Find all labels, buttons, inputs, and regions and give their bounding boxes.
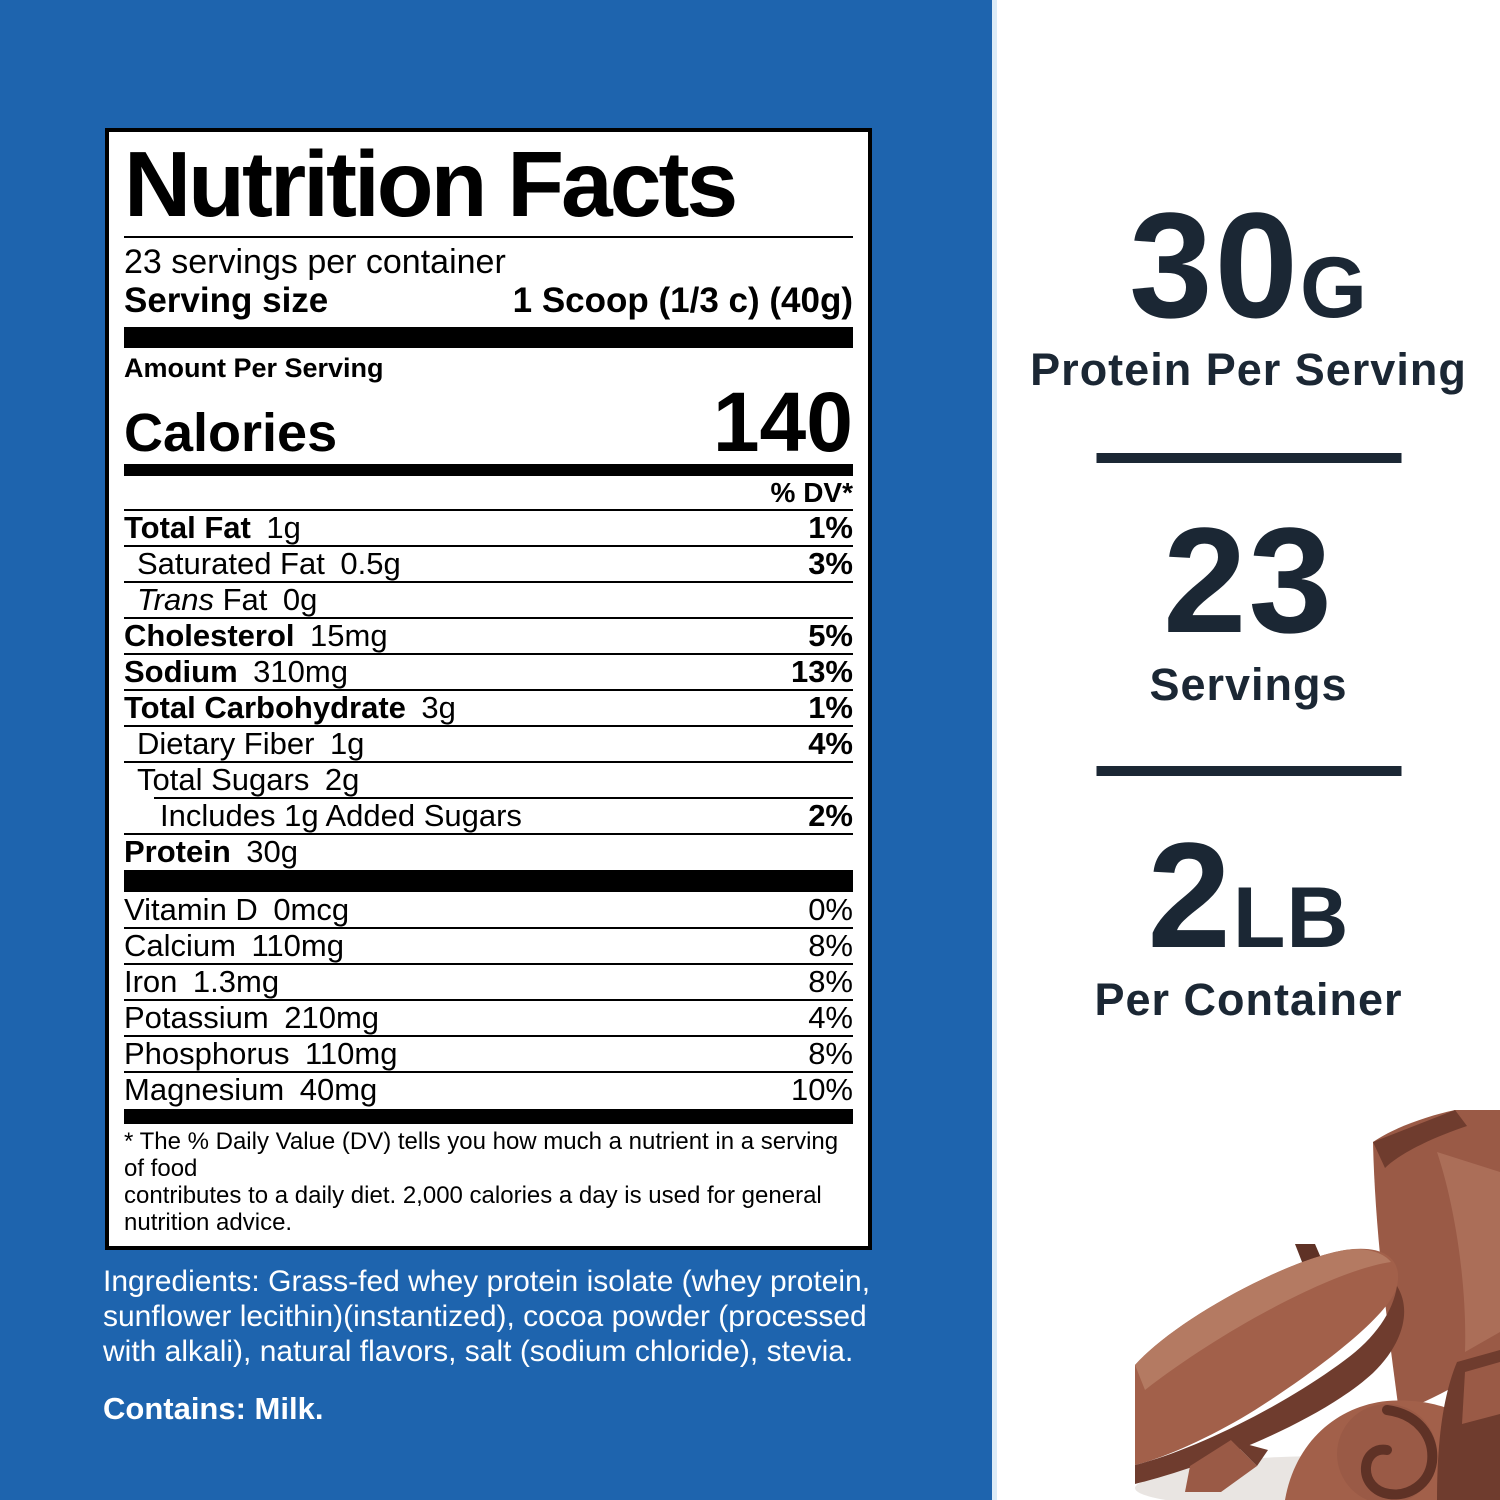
serving-size-value: 1 Scoop (1/3 c) (40g) (512, 281, 853, 321)
daily-value-footnote: * The % Daily Value (DV) tells you how m… (124, 1128, 839, 1237)
servings-per-container: 23 servings per container (124, 243, 506, 282)
micronutrient-row: Iron 1.3mg 8% (124, 963, 853, 999)
daily-value-percent: 10% (790, 1072, 853, 1108)
highlight-protein: 30G Protein Per Serving (997, 190, 1500, 396)
chocolate-curls-image (1135, 1110, 1500, 1500)
black-bar-medium (124, 464, 853, 477)
nutrient-rows-section: Total Fat 1g 1% Saturated Fat 0.5g 3% Trans … (124, 509, 853, 869)
daily-value-percent: 8% (808, 1036, 853, 1072)
nutrient-name: Phosphorus 110mg (124, 1036, 398, 1072)
highlight-label: Servings (1149, 659, 1348, 710)
highlight-unit: G (1299, 240, 1368, 336)
nutrient-name: Total Carbohydrate 3g (124, 690, 456, 726)
highlight-servings: 23 Servings (997, 505, 1500, 711)
amount-per-serving-header: Amount Per Serving (124, 353, 384, 384)
highlight-label: Per Container (1094, 974, 1403, 1025)
black-bar-thick (124, 870, 853, 893)
daily-value-percent: 1% (808, 690, 853, 726)
nutrition-facts-title: Nutrition Facts (124, 132, 738, 236)
nutrient-row: Total Fat 1g 1% (124, 509, 853, 545)
nutrient-row: Total Carbohydrate 3g 1% (124, 689, 853, 725)
nutrient-row: Saturated Fat 0.5g 3% (124, 545, 853, 581)
nutrient-name: Sodium 310mg (124, 654, 348, 690)
daily-value-percent: 1% (808, 510, 853, 546)
nutrient-name: Cholesterol 15mg (124, 618, 388, 654)
info-panel: 30G Protein Per Serving 23 Servings 2LB … (997, 0, 1500, 1500)
micronutrient-rows-section: Vitamin D 0mcg 0% Calcium 110mg 8% Iron 1.3m… (124, 893, 853, 1107)
nutrient-row: Includes 1g Added Sugars 2% (154, 797, 853, 833)
calories-row: Calories 140 (124, 375, 853, 470)
daily-value-percent: 8% (808, 928, 853, 964)
black-bar-thick (124, 327, 853, 349)
allergen-statement: Contains: Milk. (103, 1391, 324, 1427)
divider (1096, 453, 1401, 463)
label-divider-thin (124, 236, 853, 239)
nutrient-name: Total Fat 1g (124, 510, 301, 546)
highlight-value-row: 30G (997, 190, 1500, 340)
nutrient-row: Protein 30g (124, 833, 853, 869)
daily-value-percent: 13% (790, 654, 853, 690)
daily-value-header: % DV* (770, 477, 853, 509)
daily-value-percent: 4% (808, 726, 853, 762)
blue-background-panel: Nutrition Facts 23 servings per containe… (0, 0, 997, 1500)
micronutrient-row: Magnesium 40mg 10% (124, 1071, 853, 1107)
nutrient-name: Protein 30g (124, 834, 299, 870)
nutrient-name: Calcium 110mg (124, 928, 344, 964)
nutrient-name: Saturated Fat 0.5g (137, 546, 401, 582)
nutrient-row: Sodium 310mg 13% (124, 653, 853, 689)
nutrient-name: Trans Fat 0g (137, 582, 318, 618)
highlight-weight: 2LB Per Container (997, 820, 1500, 1026)
nutrient-name: Includes 1g Added Sugars (160, 798, 522, 834)
nutrient-row: Cholesterol 15mg 5% (124, 617, 853, 653)
micronutrient-row: Potassium 210mg 4% (124, 999, 853, 1035)
micronutrient-row: Phosphorus 110mg 8% (124, 1035, 853, 1071)
nutrient-row: Dietary Fiber 1g 4% (124, 725, 853, 761)
serving-size-row: Serving size 1 Scoop (1/3 c) (40g) (124, 280, 853, 322)
daily-value-percent: 5% (808, 618, 853, 654)
nutrient-name: Iron 1.3mg (124, 964, 280, 1000)
black-bar-medium (124, 1109, 853, 1125)
serving-size-label: Serving size (124, 281, 329, 321)
calories-value: 140 (712, 375, 853, 470)
divider (1096, 766, 1401, 776)
highlight-value-row: 2LB (997, 820, 1500, 970)
daily-value-percent: 3% (808, 546, 853, 582)
micronutrient-row: Calcium 110mg 8% (124, 927, 853, 963)
highlight-unit: LB (1232, 870, 1350, 966)
nutrition-facts-label: Nutrition Facts 23 servings per containe… (105, 128, 872, 1251)
daily-value-percent: 2% (808, 798, 853, 834)
highlight-value: 30 (1129, 181, 1300, 349)
ingredients-text: Ingredients: Grass-fed whey protein isol… (103, 1265, 871, 1369)
highlight-value: 2 (1147, 811, 1233, 979)
nutrient-row: Trans Fat 0g (124, 581, 853, 617)
daily-value-percent: 8% (808, 964, 853, 1000)
nutrient-name: Magnesium 40mg (124, 1072, 378, 1108)
nutrient-name: Dietary Fiber 1g (137, 726, 365, 762)
daily-value-percent: 0% (808, 892, 853, 928)
highlight-value: 23 (1163, 496, 1334, 664)
calories-label: Calories (124, 403, 338, 464)
daily-value-percent: 4% (808, 1000, 853, 1036)
micronutrient-row: Vitamin D 0mcg 0% (124, 893, 853, 927)
nutrient-row: Total Sugars 2g (124, 761, 853, 797)
highlight-value-row: 23 (997, 505, 1500, 655)
nutrient-name: Vitamin D 0mcg (124, 892, 350, 928)
nutrient-name: Potassium 210mg (124, 1000, 380, 1036)
highlight-label: Protein Per Serving (1030, 344, 1467, 395)
nutrient-name: Total Sugars 2g (137, 762, 360, 798)
